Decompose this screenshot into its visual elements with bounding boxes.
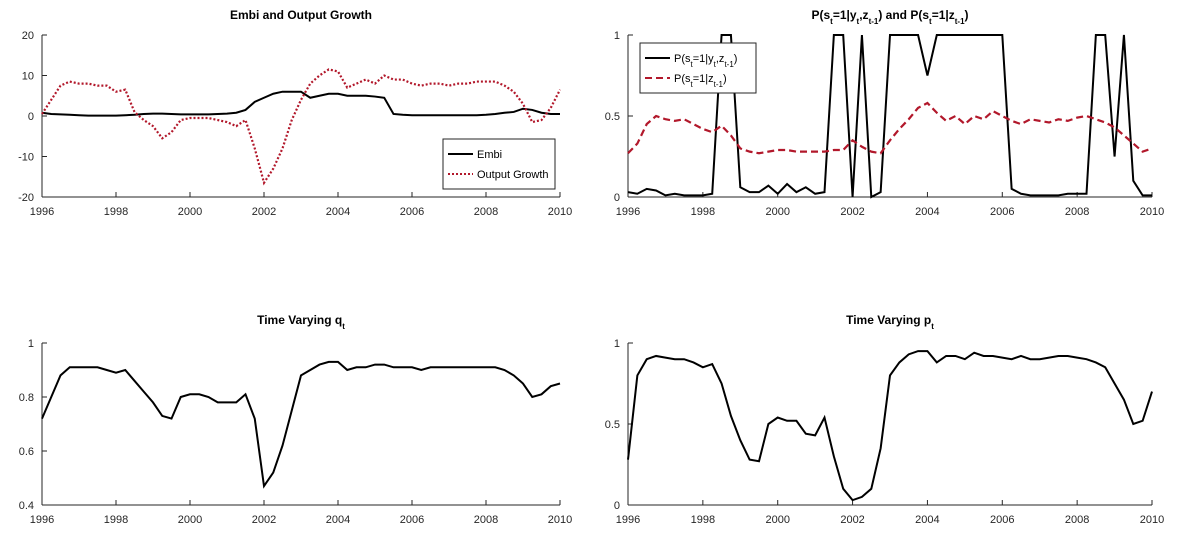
legend: Embi Output Growth	[442, 138, 556, 190]
text-part: )	[734, 53, 738, 65]
x-tick-label: 2008	[1065, 206, 1089, 218]
data-line	[627, 101, 1153, 155]
x-tick-label: 1998	[691, 514, 715, 526]
y-tick-label: -10	[18, 152, 34, 164]
x-tick-label: 2000	[178, 514, 202, 526]
data-line	[41, 90, 560, 117]
x-tick-label: 2006	[400, 206, 424, 218]
x-tick-label: 2000	[765, 514, 789, 526]
y-tick-label: 1	[614, 30, 620, 42]
subscript: t	[691, 80, 694, 89]
subscript: t	[929, 17, 932, 26]
x-tick-label: 1996	[616, 514, 640, 526]
x-tick-label: 2006	[990, 514, 1014, 526]
x-tick-label: 2002	[840, 514, 864, 526]
subscript: t-1	[724, 60, 734, 69]
x-tick-label: 2004	[915, 206, 939, 218]
x-tick-label: 2008	[1065, 514, 1089, 526]
x-tick-label: 2008	[474, 206, 498, 218]
x-tick-label: 1998	[104, 206, 128, 218]
x-tick-label: 2004	[326, 206, 350, 218]
x-tick-label: 2002	[252, 514, 276, 526]
text-part: )	[965, 8, 969, 22]
y-tick-label: 0.4	[19, 500, 34, 512]
x-tick-label: 2006	[400, 514, 424, 526]
data-line	[41, 68, 561, 186]
text-part: ) and P(s	[878, 8, 929, 22]
text-part: P(s	[811, 8, 830, 22]
y-tick-label: 0.5	[605, 111, 620, 123]
subscript: t-1	[714, 80, 724, 89]
text-part: =1|z	[932, 8, 955, 22]
x-tick-label: 1996	[30, 514, 54, 526]
y-tick-label: 10	[22, 71, 34, 83]
data-line	[41, 360, 561, 489]
legend-label: P(st=1|yt,zt-1)	[674, 53, 737, 69]
x-tick-label: 2002	[840, 206, 864, 218]
subscript: t	[714, 60, 717, 69]
x-tick-label: 2004	[326, 514, 350, 526]
x-tick-label: 2002	[252, 206, 276, 218]
y-tick-label: 0.5	[605, 419, 620, 431]
chart-title: P(st=1|yt,zt-1) and P(st=1|zt-1)	[811, 8, 968, 26]
x-tick-label: 1998	[104, 514, 128, 526]
x-tick-label: 1996	[30, 206, 54, 218]
data-line	[627, 350, 1153, 502]
subplot: Embi and Output Growth -20 -10 0 10 20 1996 199…	[18, 8, 572, 218]
x-tick-label: 2000	[178, 206, 202, 218]
y-tick-label: 0	[28, 111, 34, 123]
subscript: t	[342, 322, 345, 331]
data-line	[627, 34, 1152, 199]
subscript: t	[931, 322, 934, 331]
y-tick-label: 20	[22, 30, 34, 42]
text-part: )	[723, 73, 727, 85]
text-part: P(s	[674, 73, 691, 85]
y-tick-label: 0	[614, 500, 620, 512]
chart-title: Time Varying pt	[846, 313, 934, 331]
x-tick-label: 2006	[990, 206, 1014, 218]
text-part: ,z	[716, 53, 725, 65]
subscript: t-1	[955, 17, 965, 26]
y-tick-label: 1	[28, 338, 34, 350]
y-tick-label: -20	[18, 192, 34, 204]
subscript: t-1	[869, 17, 879, 26]
text-part: ,z	[859, 8, 868, 22]
y-tick-label: 0.8	[19, 392, 34, 404]
text-part: Time Varying p	[846, 313, 931, 327]
chart-title: Time Varying qt	[257, 313, 345, 331]
legend-label: Output Growth	[477, 169, 549, 181]
text-part: P(s	[674, 53, 691, 65]
text-part: =1|y	[693, 53, 714, 65]
x-tick-label: 1996	[616, 206, 640, 218]
text-part: =1|y	[833, 8, 857, 22]
y-tick-label: 0	[614, 192, 620, 204]
text-part: =1|z	[693, 73, 714, 85]
subscript: t	[857, 17, 860, 26]
subscript: t	[691, 60, 694, 69]
legend-label: P(st=1|zt-1)	[674, 73, 727, 89]
x-tick-label: 1998	[691, 206, 715, 218]
legend-box	[442, 138, 556, 190]
chart-title: Embi and Output Growth	[230, 8, 372, 22]
x-tick-label: 2010	[548, 206, 572, 218]
x-tick-label: 2004	[915, 514, 939, 526]
x-tick-label: 2010	[548, 514, 572, 526]
text-part: Time Varying q	[257, 313, 342, 327]
x-tick-label: 2008	[474, 514, 498, 526]
subplot: Time Varying pt 0 0.5 1 1996 1998 2000 2002 2004…	[605, 313, 1165, 526]
legend-label: Embi	[477, 149, 502, 161]
legend: P(st=1|yt,zt-1)P(st=1|zt-1)	[639, 42, 757, 94]
subplot: P(st=1|yt,zt-1) and P(st=1|zt-1)00.51199…	[605, 8, 1165, 218]
y-tick-label: 0.6	[19, 446, 34, 458]
subplot: Time Varying qt 0.4 0.6 0.8 1 1996 1998 2000 200…	[19, 313, 573, 526]
legend-box	[639, 42, 757, 94]
subscript: t	[830, 17, 833, 26]
x-tick-label: 2010	[1140, 514, 1164, 526]
x-tick-label: 2000	[765, 206, 789, 218]
x-tick-label: 2010	[1140, 206, 1164, 218]
y-tick-label: 1	[614, 338, 620, 350]
